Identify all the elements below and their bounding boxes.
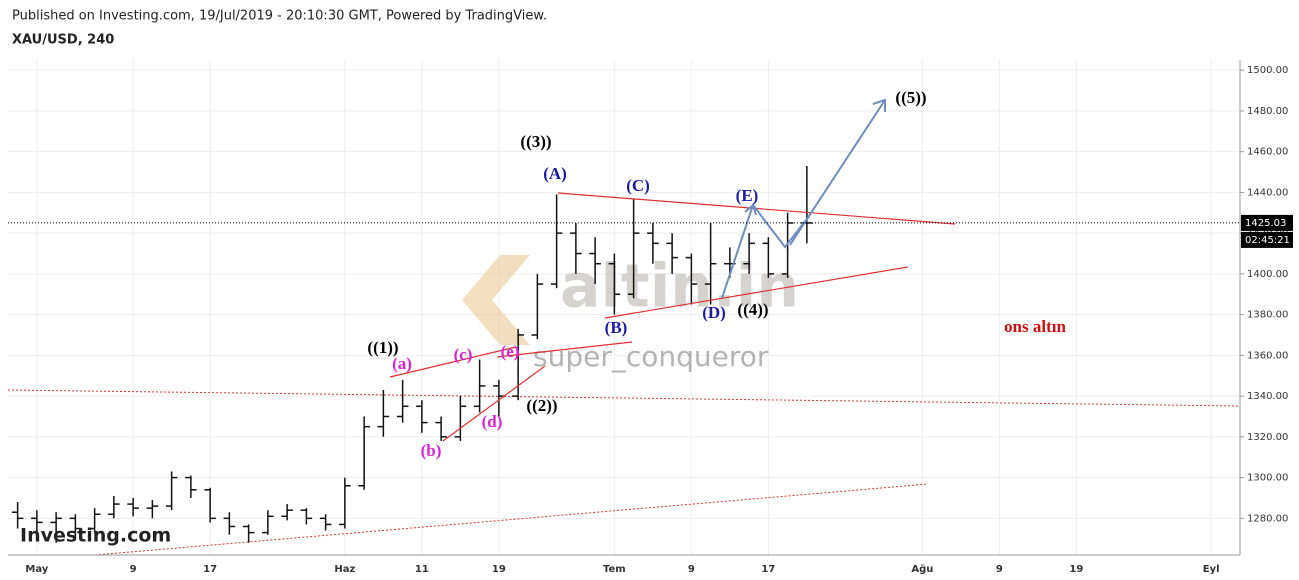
y-tick-label: 1360.00: [1247, 350, 1288, 361]
wave-label: (b): [421, 441, 442, 460]
x-tick-label: 9: [996, 564, 1003, 575]
arrow-head: [744, 203, 757, 216]
wave-label: (e): [501, 342, 520, 361]
trend-line: [94, 483, 929, 556]
wave-label: (a): [392, 354, 412, 373]
wave-label: (c): [454, 345, 473, 364]
y-tick-label: 1340.00: [1247, 391, 1288, 402]
chart-title: XAU/USD, 240: [12, 33, 114, 48]
y-tick-label: 1460.00: [1247, 147, 1288, 158]
x-tick-label: 19: [1069, 564, 1083, 575]
y-tick-label: 1380.00: [1247, 310, 1288, 321]
wave-label: ((5)): [895, 88, 926, 107]
trend-line: [7, 389, 1241, 407]
countdown-label: 02:45:21: [1245, 235, 1290, 246]
x-tick-label: 17: [761, 564, 775, 575]
grid: [8, 60, 1240, 555]
wave-label: ons altın: [1004, 317, 1066, 336]
wave-arrows: [721, 98, 886, 299]
x-tick-label: Haz: [334, 564, 355, 575]
price-tag-label: 1425.03: [1245, 218, 1286, 229]
wave-label: (B): [605, 318, 628, 337]
watermark-user: super_conqueror: [533, 340, 769, 373]
annotations: ((1))(a) (c) (e) (b) (d) ((2)) ((3)) (A) (C) (B) (…: [367, 88, 1066, 460]
x-tick-label: May: [25, 564, 48, 575]
wave-label: (d): [482, 412, 503, 431]
y-tick-label: 1480.00: [1247, 106, 1288, 117]
wave-label: (E): [736, 186, 759, 205]
y-tick-label: 1280.00: [1247, 513, 1288, 524]
x-tick-label: 17: [203, 564, 217, 575]
y-tick-label: 1300.00: [1247, 473, 1288, 484]
wave-label: (A): [543, 164, 567, 183]
x-tick-label: 11: [415, 564, 429, 575]
y-tick-label: 1440.00: [1247, 187, 1288, 198]
watermark-icon: [462, 255, 530, 345]
wave-label: (C): [626, 176, 650, 195]
logo: Investing.com: [20, 525, 171, 547]
arrow-head: [872, 98, 886, 112]
wave-label: (D): [702, 303, 726, 322]
x-tick-label: Ağu: [911, 563, 933, 575]
y-tick-label: 1500.00: [1247, 65, 1288, 76]
x-tick-label: 19: [492, 564, 506, 575]
trend-line: [496, 341, 633, 358]
y-tick-label: 1320.00: [1247, 432, 1288, 443]
wave-label: ((3)): [520, 132, 551, 151]
trend-line: [442, 365, 546, 442]
wave-path: [721, 202, 811, 299]
wave-label: ((4)): [737, 300, 768, 319]
y-tick-label: 1400.00: [1247, 269, 1288, 280]
x-tick-label: Eyl: [1203, 564, 1220, 575]
countdown-tag: [1241, 231, 1293, 248]
x-tick-label: 9: [130, 564, 137, 575]
wave-label: ((1)): [367, 338, 398, 357]
trend-line: [389, 346, 517, 378]
axis: 1280.00 1300.00 1320.00 1340.00 1360.00 1380.…: [8, 65, 1293, 575]
wave-label: ((2)): [526, 396, 557, 415]
x-tick-label: Tem: [603, 564, 626, 575]
trend-line: [604, 266, 909, 319]
source: Published on Investing.com, 19/Jul/2019 …: [12, 9, 547, 24]
price-tag: [1241, 214, 1293, 231]
wave-arrow: [789, 99, 886, 246]
x-tick-label: 9: [688, 564, 695, 575]
bars: [11, 165, 813, 543]
